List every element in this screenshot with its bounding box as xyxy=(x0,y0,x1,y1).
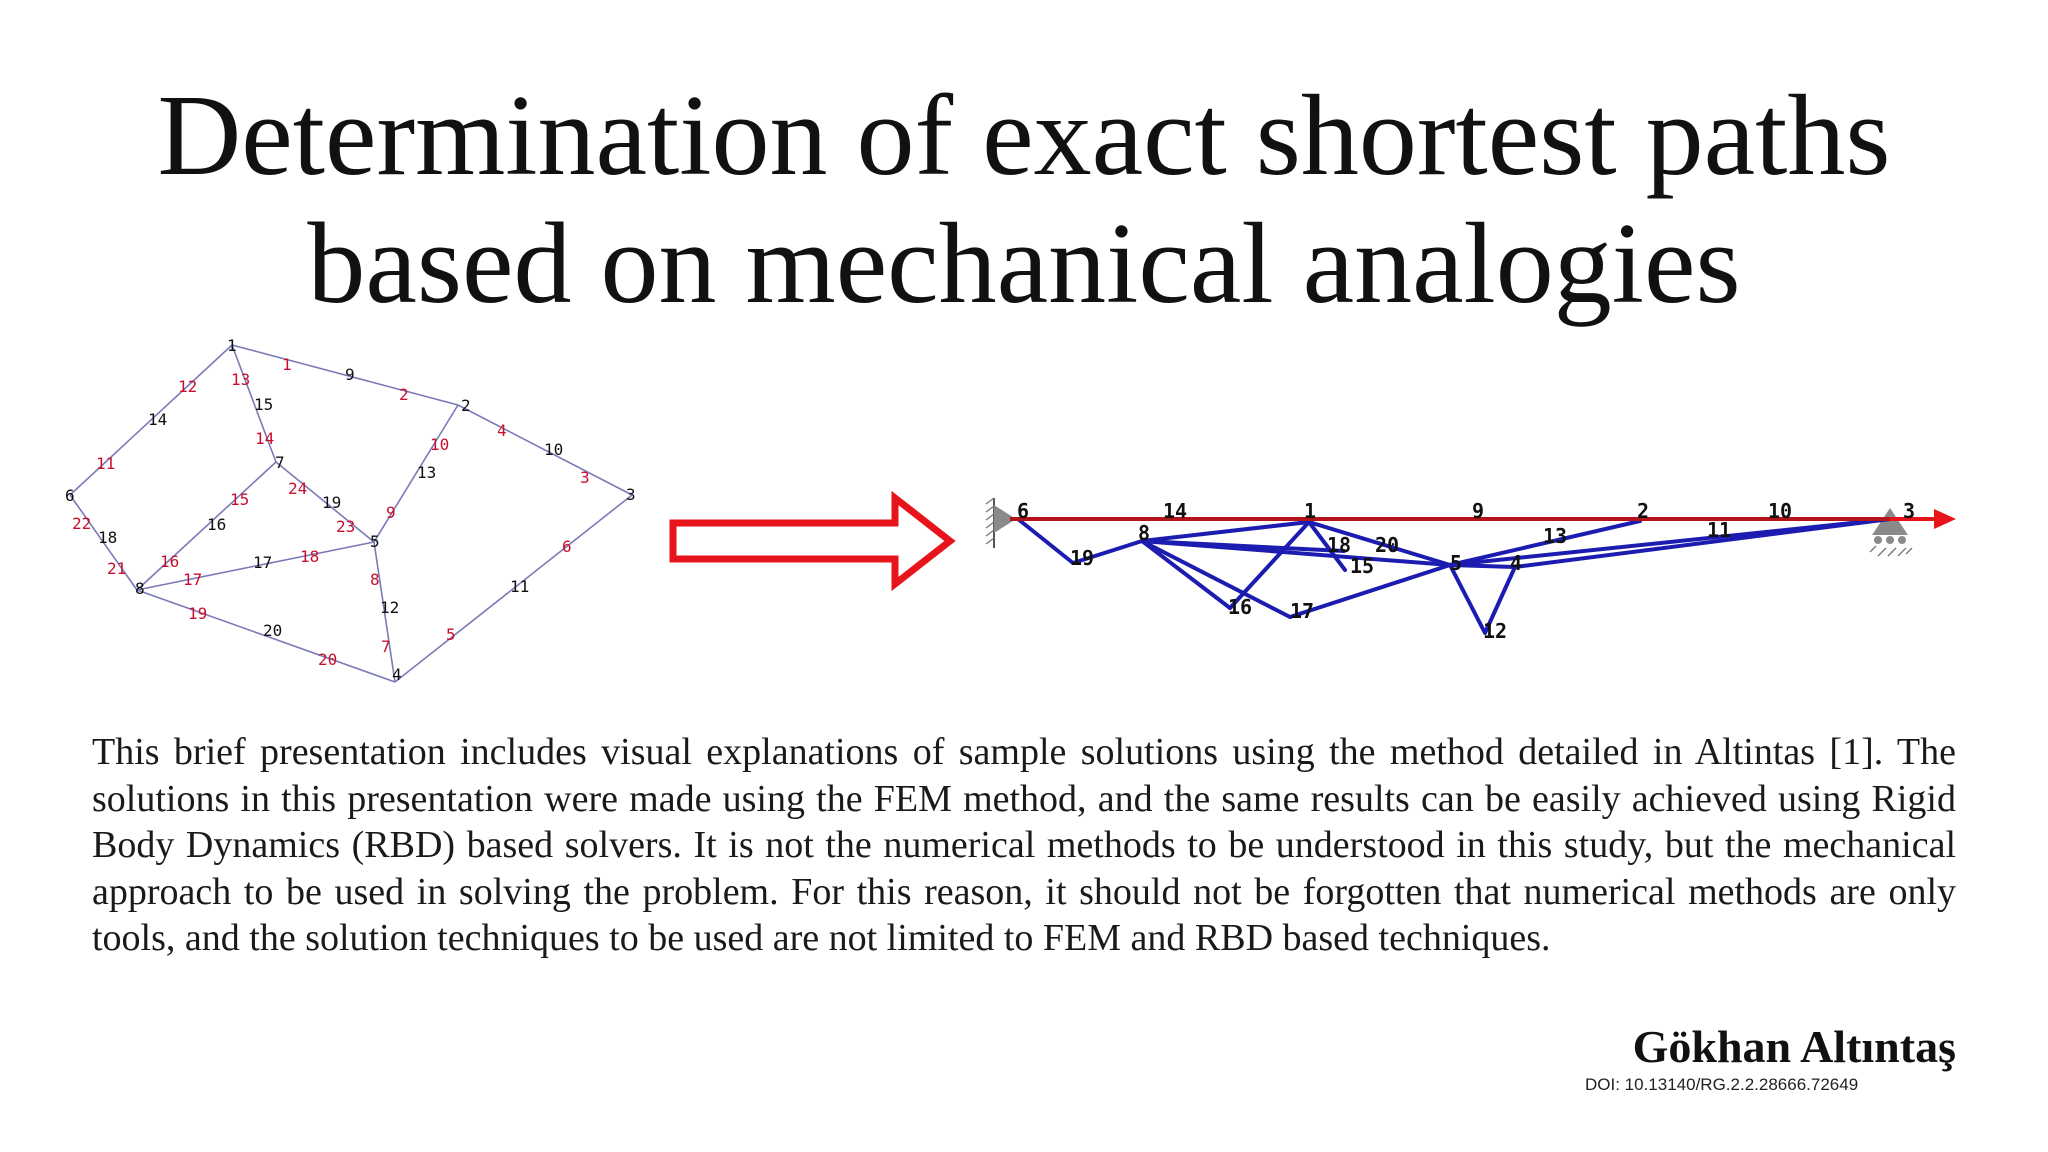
node-label: 5 xyxy=(1450,551,1462,575)
node-label: 7 xyxy=(275,453,285,472)
roller-support-icon xyxy=(1872,508,1908,535)
edge-8-6 xyxy=(69,494,138,591)
edge-label: 14 xyxy=(255,429,274,448)
node-label: 6 xyxy=(1017,499,1029,523)
node-label: 2 xyxy=(461,396,471,415)
node-label: 15 xyxy=(1350,554,1374,578)
edge-label: 6 xyxy=(562,537,572,556)
weight-label: 10 xyxy=(544,440,563,459)
weight-label: 16 xyxy=(207,515,226,534)
left-weight-labels: 9 10 11 12 13 14 15 16 17 18 19 20 xyxy=(98,365,563,640)
left-edge-labels: 1 2 3 4 5 6 7 8 9 10 11 12 13 14 15 16 1… xyxy=(72,355,590,669)
edge-4-8 xyxy=(136,589,396,683)
edge-label: 4 xyxy=(497,421,507,440)
edge-label: 13 xyxy=(231,370,250,389)
body-paragraph: This brief presentation includes visual … xyxy=(92,731,1956,959)
node-label: 8 xyxy=(1138,521,1150,545)
node-label: 1 xyxy=(227,336,237,355)
node-label: 4 xyxy=(392,665,402,684)
wall-hatch xyxy=(985,497,995,545)
left-node-labels: 1 2 3 4 5 6 7 8 xyxy=(65,336,636,684)
edge-7-8 xyxy=(136,461,277,591)
edge-label: 5 xyxy=(446,625,456,644)
edge-label: 20 xyxy=(318,650,337,669)
doi-text: DOI: 10.13140/RG.2.2.28666.72649 xyxy=(1585,1075,1859,1094)
edge-5-2 xyxy=(373,404,459,543)
edge-2-3 xyxy=(457,404,633,496)
load-arrow-icon xyxy=(1934,509,1956,529)
deformed-mesh xyxy=(1016,517,1892,635)
edge-label: 12 xyxy=(178,377,197,396)
node-label: 3 xyxy=(1903,499,1915,523)
edge-label: 10 xyxy=(430,435,449,454)
edge-label: 23 xyxy=(336,517,355,536)
node-label: 12 xyxy=(1483,619,1507,643)
edge-label: 1 xyxy=(282,355,292,374)
node-label: 11 xyxy=(1707,518,1731,542)
node-label: 17 xyxy=(1290,599,1314,623)
node-label: 9 xyxy=(1472,499,1484,523)
edge-label: 24 xyxy=(288,479,307,498)
edge-5-4 xyxy=(373,541,396,683)
weight-label: 11 xyxy=(510,577,529,596)
title-line-1: Determination of exact shortest paths xyxy=(157,72,1891,200)
edge-label: 16 xyxy=(160,552,179,571)
edge-1-7 xyxy=(231,344,277,463)
edge-1-2 xyxy=(231,344,459,406)
node-label: 14 xyxy=(1163,499,1187,523)
left-graph xyxy=(69,344,633,683)
edge-label: 2 xyxy=(399,385,409,404)
edge-7-5 xyxy=(275,461,375,543)
edge-label: 8 xyxy=(370,570,380,589)
title-line-2: based on mechanical analogies xyxy=(307,200,1741,328)
node-label: 20 xyxy=(1375,533,1399,557)
pin-support-icon xyxy=(994,505,1016,533)
node-label: 1 xyxy=(1304,499,1316,523)
edge-label: 7 xyxy=(381,637,391,656)
node-label: 18 xyxy=(1327,533,1351,557)
edge-label: 22 xyxy=(72,514,91,533)
weight-label: 19 xyxy=(322,493,341,512)
edge-label: 3 xyxy=(580,468,590,487)
edge-label: 18 xyxy=(300,547,319,566)
node-label: 8 xyxy=(135,579,145,598)
weight-label: 14 xyxy=(148,410,167,429)
edge-label: 11 xyxy=(96,454,115,473)
weight-label: 20 xyxy=(263,621,282,640)
slide-title: Determination of exact shortest paths ba… xyxy=(0,72,2048,328)
edge-8-5 xyxy=(136,541,375,591)
node-label: 6 xyxy=(65,486,75,505)
node-label: 2 xyxy=(1637,499,1649,523)
weight-label: 18 xyxy=(98,528,117,547)
edge-3-4 xyxy=(394,494,633,683)
edge-label: 17 xyxy=(183,570,202,589)
weight-label: 17 xyxy=(253,553,272,572)
node-label: 19 xyxy=(1070,546,1094,570)
weight-label: 9 xyxy=(345,365,355,384)
node-label: 3 xyxy=(626,485,636,504)
edge-label: 15 xyxy=(230,490,249,509)
edge-6-1 xyxy=(69,344,233,496)
node-label: 10 xyxy=(1768,499,1792,523)
edge-label: 19 xyxy=(188,604,207,623)
author-name: Gökhan Altıntaş xyxy=(1632,1021,1956,1072)
weight-label: 12 xyxy=(380,598,399,617)
weight-label: 15 xyxy=(254,395,273,414)
weight-label: 13 xyxy=(417,463,436,482)
right-graph: 6 14 1 9 2 10 3 19 8 18 20 15 13 11 5 4 … xyxy=(985,497,1956,643)
node-label: 5 xyxy=(370,532,380,551)
right-arrow-icon xyxy=(669,490,956,592)
edge-label: 9 xyxy=(386,503,396,522)
node-label: 16 xyxy=(1228,595,1252,619)
edge-label: 21 xyxy=(107,559,126,578)
node-label: 4 xyxy=(1510,551,1522,575)
ground-hatch xyxy=(1869,545,1913,557)
node-label: 13 xyxy=(1543,524,1567,548)
